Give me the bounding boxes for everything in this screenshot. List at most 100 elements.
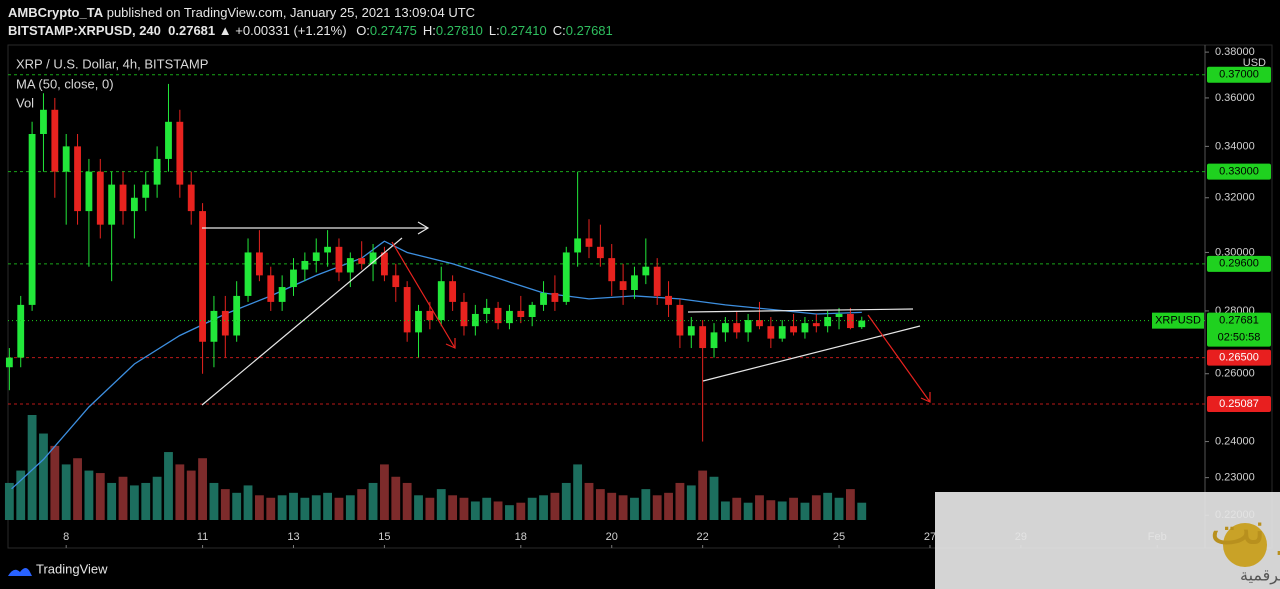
volume-bar	[834, 497, 844, 520]
trend-line	[201, 237, 403, 406]
volume-bar	[777, 501, 787, 520]
candle-body	[244, 252, 252, 296]
volume-bar	[800, 502, 810, 520]
change: ▲ +0.00331 (+1.21%)	[218, 23, 347, 38]
quote-value: 0.27475	[369, 23, 417, 38]
volume-bar	[323, 492, 333, 520]
volume-bar	[141, 482, 151, 520]
candle-body	[574, 238, 582, 253]
last-price-name: XRPUSD	[1155, 315, 1201, 327]
volume-bar	[789, 497, 798, 520]
candle-body	[687, 326, 695, 336]
candle-body	[392, 275, 400, 288]
candle-body	[801, 323, 809, 333]
quote-value: 0.27410	[499, 23, 547, 38]
x-tick-label: 27	[924, 531, 936, 543]
volume-bar	[561, 482, 571, 520]
volume-bar	[391, 476, 401, 520]
volume-bar	[198, 458, 207, 520]
volume-bar	[470, 501, 480, 520]
volume-bar	[254, 495, 264, 520]
level-tag	[1207, 349, 1271, 366]
x-tick-label: 22	[697, 531, 709, 543]
arrow-head	[920, 392, 931, 403]
quote-line: BITSTAMP:XRPUSD, 240 0.27681 ▲ +0.00331 …	[8, 22, 613, 40]
level-label: 0.25087	[1219, 398, 1259, 410]
candle-body	[62, 146, 70, 172]
level-label: 0.29600	[1219, 258, 1259, 270]
candle-body	[96, 171, 104, 225]
watermark-subtitle: أخبار العملات الرقمية	[1240, 565, 1280, 586]
candle-body	[5, 357, 13, 368]
candle-body	[653, 266, 661, 296]
trend-line	[702, 325, 921, 382]
countdown: 02:50:58	[1218, 332, 1261, 344]
publish-line: AMBCrypto_TA published on TradingView.co…	[8, 4, 613, 22]
candle-body	[335, 246, 343, 273]
y-tick-label: 0.36000	[1215, 92, 1255, 104]
volume-bar	[675, 482, 685, 520]
frame	[7, 44, 1273, 549]
candle-body	[676, 304, 684, 336]
volume-bar	[27, 415, 37, 520]
brand: TradingView	[36, 561, 108, 576]
candle-body	[471, 313, 479, 327]
candle-body	[540, 292, 547, 305]
candle-body	[733, 323, 741, 333]
volume-bar	[266, 497, 276, 520]
volume-bar	[630, 497, 639, 520]
volume-bar	[505, 505, 514, 520]
volume-bar	[845, 489, 855, 520]
candle-body	[608, 258, 616, 282]
last-price-name-tag	[1152, 312, 1204, 329]
candle-body	[460, 301, 468, 327]
candle-body	[369, 252, 377, 264]
volume-bar	[311, 495, 321, 520]
volume-bar	[539, 495, 548, 520]
candle-body	[119, 184, 127, 212]
volume-bar	[39, 433, 48, 520]
candle-body	[835, 313, 843, 317]
volume-bar	[73, 458, 82, 520]
volume-bar	[493, 501, 503, 520]
candle-body	[346, 258, 354, 273]
y-tick-label: 0.24000	[1215, 435, 1255, 447]
candle-body	[358, 258, 366, 264]
candle-body	[108, 184, 116, 225]
annotations	[201, 221, 931, 406]
candle-body	[153, 158, 161, 185]
last-price-tag	[1207, 312, 1271, 347]
symbol: BITSTAMP:XRPUSD, 240	[8, 23, 161, 38]
candle-body	[278, 287, 286, 302]
candle-body	[494, 307, 502, 324]
candle-body	[324, 246, 332, 253]
candle-body	[756, 320, 763, 327]
candle-body	[40, 109, 47, 135]
candle-body	[437, 281, 445, 321]
red-arrow	[867, 314, 931, 403]
volume-bar	[402, 482, 412, 520]
candle-body	[767, 326, 775, 339]
volume-bar	[584, 482, 594, 520]
arrow-head	[445, 338, 456, 349]
watermark: الكريبتو نت أخبار العملات الرقمية	[935, 492, 1280, 589]
candle-body	[221, 310, 229, 336]
level-tag	[1207, 66, 1271, 83]
volume-bar	[755, 495, 764, 520]
volume-bar	[414, 495, 423, 520]
footer: TradingView	[8, 561, 108, 576]
y-tick-label: 0.23000	[1215, 472, 1255, 484]
volume-bar	[368, 482, 378, 520]
level-tag	[1207, 396, 1271, 413]
candle-body	[449, 281, 457, 302]
volume-bar	[766, 500, 776, 520]
candle-body	[665, 295, 672, 305]
level-tag	[1207, 163, 1271, 180]
volume-bar	[289, 492, 298, 520]
volume-bar	[527, 497, 537, 520]
candle-body	[85, 171, 93, 212]
volume-bar	[118, 476, 128, 520]
ma-line	[11, 240, 862, 490]
